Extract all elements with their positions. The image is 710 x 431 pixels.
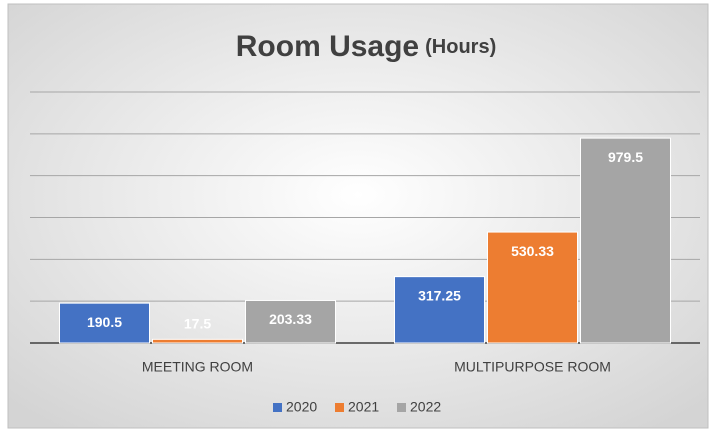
legend-swatch xyxy=(397,403,406,412)
chart-subtitle: (Hours) xyxy=(425,36,496,58)
legend-label: 2022 xyxy=(410,399,441,415)
legend-label: 2021 xyxy=(348,399,379,415)
bar xyxy=(487,231,578,344)
legend-swatch xyxy=(335,403,344,412)
chart-title: Room Usage xyxy=(236,30,419,63)
bar xyxy=(394,276,485,344)
legend-swatch xyxy=(273,403,282,412)
x-tick-label: MULTIPURPOSE ROOM xyxy=(454,359,611,375)
data-label: 17.5 xyxy=(184,316,211,332)
legend-label: 2020 xyxy=(286,399,317,415)
data-label: 190.5 xyxy=(87,314,122,330)
bar xyxy=(580,137,671,344)
bar xyxy=(59,302,150,344)
chart-title-group: Room Usage (Hours) xyxy=(236,30,496,63)
data-label: 979.5 xyxy=(608,149,643,165)
data-label: 317.25 xyxy=(418,287,461,303)
bar xyxy=(245,299,336,344)
data-label: 530.33 xyxy=(511,243,554,259)
x-tick-label: MEETING ROOM xyxy=(142,359,253,375)
bar xyxy=(152,338,243,344)
data-label: 203.33 xyxy=(269,311,312,327)
